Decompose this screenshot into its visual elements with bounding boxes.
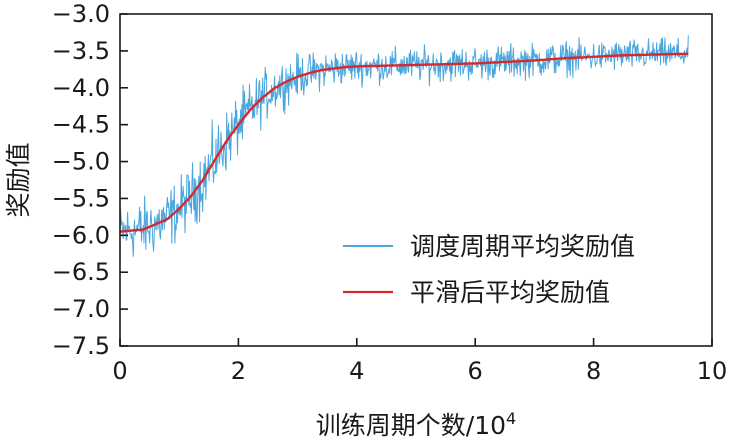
y-tick-label: −6.5 [52, 258, 110, 286]
y-tick-label: −7.5 [52, 332, 110, 360]
series-layer [119, 35, 689, 257]
series-raw-line [119, 35, 689, 257]
x-tick-label: 10 [697, 357, 728, 385]
y-tick-label: −4.0 [52, 74, 110, 102]
legend-label-smooth: 平滑后平均奖励值 [410, 278, 610, 307]
y-tick-label: −5.0 [52, 148, 110, 176]
y-tick-label: −5.5 [52, 184, 110, 212]
y-tick-label: −7.0 [52, 295, 110, 323]
x-tick-label: 4 [349, 357, 364, 385]
y-tick-label: −3.0 [52, 0, 110, 28]
x-tick-label: 6 [468, 357, 483, 385]
legend: 调度周期平均奖励值 平滑后平均奖励值 [343, 232, 635, 307]
series-smoothed-line [119, 52, 689, 233]
y-tick-label: −3.5 [52, 37, 110, 65]
x-axis-title: 训练周期个数/104 [316, 409, 516, 440]
y-axis-title: 奖励值 [4, 142, 33, 217]
legend-label-raw: 调度周期平均奖励值 [410, 232, 635, 261]
x-tick-label: 0 [112, 357, 127, 385]
x-axis-title-superscript: 4 [506, 409, 516, 428]
y-tick-label: −4.5 [52, 111, 110, 139]
x-axis-title-text: 训练周期个数/10 [316, 411, 506, 440]
ticks-layer: 0 2 4 6 8 10 −3.0 −3.5 −4.0 −4.5 −5.0 −5.5 −6.0 −6.5 −… [52, 0, 728, 385]
x-tick-label: 8 [586, 357, 601, 385]
plot-frame [119, 13, 713, 347]
x-tick-label: 2 [231, 357, 246, 385]
plot-background [120, 14, 712, 346]
y-tick-label: −6.0 [52, 221, 110, 249]
